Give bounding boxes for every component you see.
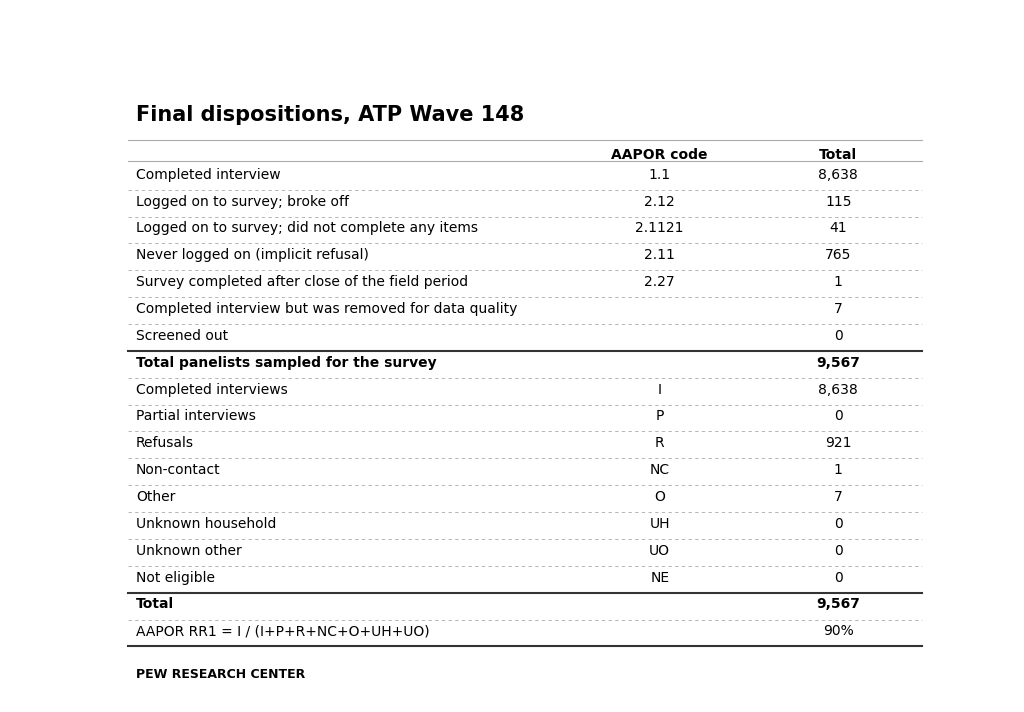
Text: 0: 0 [834, 409, 843, 424]
Text: Partial interviews: Partial interviews [136, 409, 256, 424]
Text: Never logged on (implicit refusal): Never logged on (implicit refusal) [136, 248, 369, 262]
Text: 7: 7 [834, 302, 843, 316]
Text: 1: 1 [834, 275, 843, 289]
Text: Total: Total [136, 597, 174, 612]
Text: 0: 0 [834, 570, 843, 585]
Text: 1: 1 [834, 464, 843, 477]
Text: R: R [655, 436, 665, 450]
Text: 2.12: 2.12 [644, 194, 675, 209]
Text: 2.1121: 2.1121 [636, 221, 684, 236]
Text: 2.27: 2.27 [644, 275, 675, 289]
Text: 41: 41 [829, 221, 847, 236]
Text: 8,638: 8,638 [818, 167, 858, 182]
Text: Total: Total [819, 149, 857, 162]
Text: UO: UO [649, 544, 671, 557]
Text: 0: 0 [834, 544, 843, 557]
Text: Other: Other [136, 490, 175, 504]
Text: 9,567: 9,567 [816, 597, 860, 612]
Text: Total panelists sampled for the survey: Total panelists sampled for the survey [136, 356, 436, 370]
Text: I: I [657, 382, 662, 397]
Text: Final dispositions, ATP Wave 148: Final dispositions, ATP Wave 148 [136, 105, 524, 125]
Text: Unknown other: Unknown other [136, 544, 242, 557]
Text: Not eligible: Not eligible [136, 570, 215, 585]
Text: Refusals: Refusals [136, 436, 194, 450]
Text: Survey completed after close of the field period: Survey completed after close of the fiel… [136, 275, 468, 289]
Text: P: P [655, 409, 664, 424]
Text: UH: UH [649, 517, 670, 531]
Text: NC: NC [649, 464, 670, 477]
Text: 921: 921 [825, 436, 852, 450]
Text: Completed interview but was removed for data quality: Completed interview but was removed for … [136, 302, 517, 316]
Text: 115: 115 [825, 194, 852, 209]
Text: 0: 0 [834, 517, 843, 531]
Text: Screened out: Screened out [136, 329, 228, 343]
Text: O: O [654, 490, 666, 504]
Text: 765: 765 [825, 248, 852, 262]
Text: 2.11: 2.11 [644, 248, 675, 262]
Text: AAPOR RR1 = I / (I+P+R+NC+O+UH+UO): AAPOR RR1 = I / (I+P+R+NC+O+UH+UO) [136, 624, 429, 639]
Text: Logged on to survey; did not complete any items: Logged on to survey; did not complete an… [136, 221, 478, 236]
Text: Completed interview: Completed interview [136, 167, 281, 182]
Text: 9,567: 9,567 [816, 356, 860, 370]
Text: Completed interviews: Completed interviews [136, 382, 288, 397]
Text: PEW RESEARCH CENTER: PEW RESEARCH CENTER [136, 669, 305, 681]
Text: 90%: 90% [823, 624, 854, 639]
Text: NE: NE [650, 570, 670, 585]
Text: 8,638: 8,638 [818, 382, 858, 397]
Text: 7: 7 [834, 490, 843, 504]
Text: AAPOR code: AAPOR code [611, 149, 708, 162]
Text: 1.1: 1.1 [648, 167, 671, 182]
Text: Non-contact: Non-contact [136, 464, 220, 477]
Text: Unknown household: Unknown household [136, 517, 276, 531]
Text: Logged on to survey; broke off: Logged on to survey; broke off [136, 194, 349, 209]
Text: 0: 0 [834, 329, 843, 343]
